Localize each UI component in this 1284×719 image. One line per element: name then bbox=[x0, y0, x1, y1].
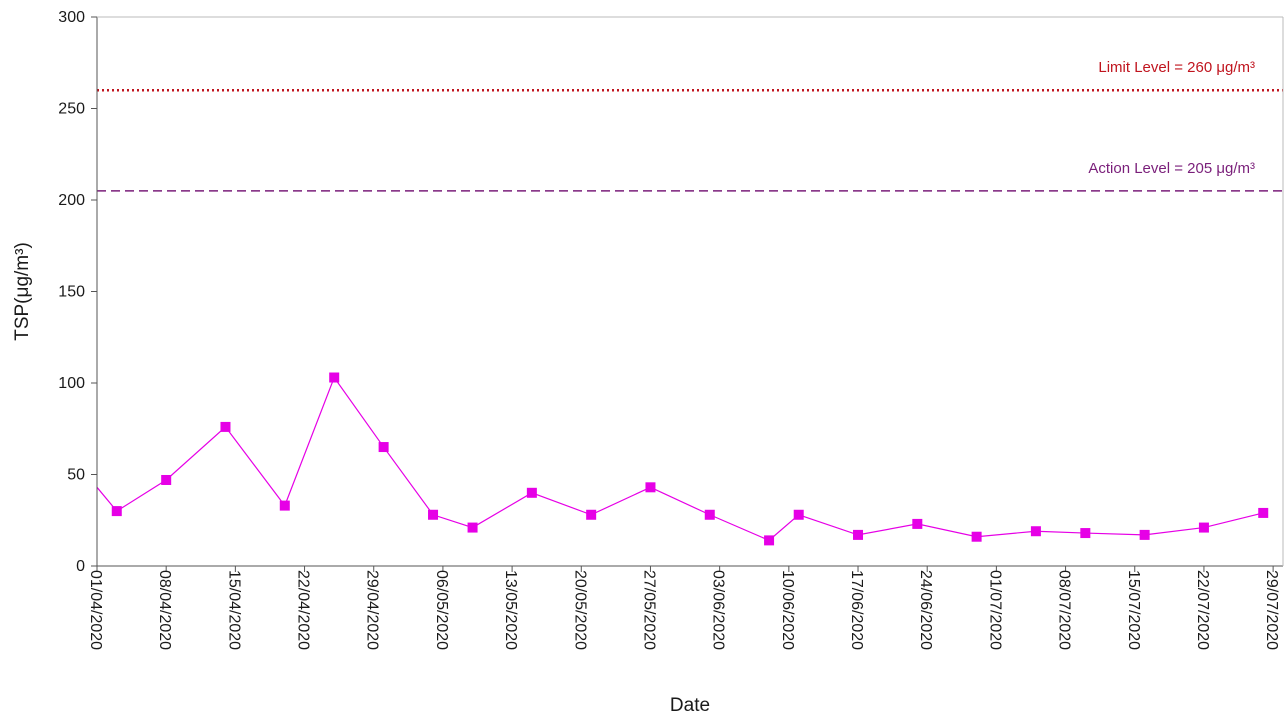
data-point bbox=[853, 529, 864, 540]
x-tick-label: 22/07/2020 bbox=[1194, 570, 1211, 650]
data-point bbox=[704, 509, 715, 520]
y-tick-label: 100 bbox=[58, 375, 85, 392]
data-point bbox=[220, 421, 231, 432]
series-line bbox=[96, 376, 1264, 542]
x-tick-label: 20/05/2020 bbox=[571, 570, 588, 650]
x-tick-label: 17/06/2020 bbox=[848, 570, 865, 650]
x-tick-label: 08/07/2020 bbox=[1056, 570, 1073, 650]
data-point bbox=[378, 442, 389, 453]
x-tick-label: 01/04/2020 bbox=[87, 570, 104, 650]
data-point bbox=[111, 506, 122, 517]
x-tick-label: 15/07/2020 bbox=[1125, 570, 1142, 650]
data-point bbox=[1198, 522, 1209, 533]
x-tick-label: 03/06/2020 bbox=[710, 570, 727, 650]
reference-line-label: Action Level = 205 μg/m³ bbox=[1088, 160, 1255, 177]
data-point bbox=[645, 482, 656, 493]
data-point bbox=[279, 500, 290, 511]
x-tick-label: 08/04/2020 bbox=[156, 570, 173, 650]
y-axis-ticks: 0 50 100 150 200 250 300 bbox=[58, 9, 97, 575]
x-axis-title: Date bbox=[670, 695, 710, 716]
x-tick-label: 27/05/2020 bbox=[640, 570, 657, 650]
x-tick-label: 01/07/2020 bbox=[986, 570, 1003, 650]
axes bbox=[96, 16, 1284, 567]
x-tick-label: 29/04/2020 bbox=[364, 570, 381, 650]
data-point bbox=[329, 372, 340, 383]
y-tick-label: 150 bbox=[58, 284, 85, 301]
x-axis-ticks: 01/04/2020 08/04/2020 15/04/2020 22/04/2020… bbox=[87, 566, 1280, 650]
data-point bbox=[161, 474, 172, 485]
data-point bbox=[1030, 526, 1041, 537]
x-tick-label: 15/04/2020 bbox=[225, 570, 242, 650]
y-tick-label: 300 bbox=[58, 9, 85, 26]
x-tick-label: 24/06/2020 bbox=[917, 570, 934, 650]
data-point bbox=[1080, 528, 1091, 539]
data-point bbox=[912, 518, 923, 529]
data-series bbox=[96, 372, 1269, 546]
data-point bbox=[764, 535, 775, 546]
y-axis-title: TSP(μg/m³) bbox=[12, 242, 33, 341]
x-tick-label: 10/06/2020 bbox=[779, 570, 796, 650]
x-tick-label: 29/07/2020 bbox=[1263, 570, 1280, 650]
data-point bbox=[793, 509, 804, 520]
y-tick-label: 50 bbox=[67, 467, 85, 484]
reference-line-label: Limit Level = 260 μg/m³ bbox=[1098, 59, 1255, 76]
y-tick-label: 0 bbox=[76, 558, 85, 575]
data-point bbox=[1258, 507, 1269, 518]
data-point bbox=[1139, 529, 1150, 540]
x-tick-label: 13/05/2020 bbox=[502, 570, 519, 650]
data-point bbox=[586, 509, 597, 520]
data-point bbox=[971, 531, 982, 542]
y-tick-label: 200 bbox=[58, 192, 85, 209]
data-point bbox=[428, 509, 439, 520]
reference-lines: Limit Level = 260 μg/m³ Action Level = 20… bbox=[97, 59, 1283, 192]
y-tick-label: 250 bbox=[58, 101, 85, 118]
data-point bbox=[526, 487, 537, 498]
x-tick-label: 06/05/2020 bbox=[433, 570, 450, 650]
data-point bbox=[467, 522, 478, 533]
x-tick-label: 22/04/2020 bbox=[295, 570, 312, 650]
